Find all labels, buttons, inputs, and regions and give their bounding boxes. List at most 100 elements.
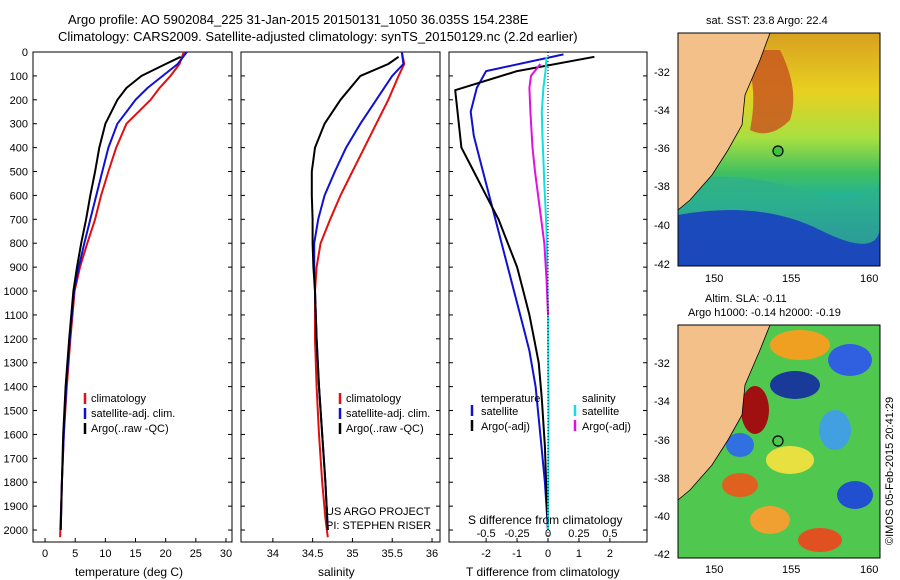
sla-xtick: 160 bbox=[860, 564, 878, 576]
depth-axis: 0 100 200 300 400 500 600 700 800 900 1000 1100 1200… bbox=[4, 47, 647, 537]
sst-map-x-ticks: 150 155 160 bbox=[705, 273, 878, 285]
x-tick-label: 35.5 bbox=[382, 548, 403, 560]
sst-ytick: -40 bbox=[654, 220, 670, 232]
depth-tick-label: 1200 bbox=[4, 334, 28, 346]
sst-ytick: -34 bbox=[654, 105, 670, 117]
sla-ytick: -40 bbox=[654, 511, 670, 523]
x-tick-label: 0 bbox=[42, 548, 48, 560]
sla-ytick: -32 bbox=[654, 358, 670, 370]
legend-label-sal-satellite: satellite bbox=[582, 406, 619, 418]
argo-float-marker bbox=[772, 435, 784, 447]
depth-tick-label: 2000 bbox=[4, 525, 28, 537]
x-tick-label-top: 0.25 bbox=[568, 528, 589, 540]
sla-ytick: -42 bbox=[654, 549, 670, 561]
sla-map bbox=[678, 325, 880, 558]
difference-legend: temperature satellite Argo(-adj) salinit… bbox=[470, 393, 631, 433]
series-line-argo-raw-qc- bbox=[310, 55, 400, 531]
x-tick-label: 20 bbox=[160, 548, 172, 560]
depth-tick-label: 0 bbox=[22, 47, 28, 59]
sst-ytick: -36 bbox=[654, 143, 670, 155]
series-line-climatology bbox=[314, 51, 406, 538]
temperature-panel-frame bbox=[32, 51, 233, 543]
sla-xtick: 150 bbox=[705, 564, 723, 576]
series-line-salinity-satellite bbox=[540, 56, 550, 531]
x-tick-label: 5 bbox=[72, 548, 78, 560]
x-tick-label: 0 bbox=[545, 548, 551, 560]
x-tick-label: -2 bbox=[481, 548, 491, 560]
difference-series bbox=[454, 53, 595, 531]
sst-xtick: 155 bbox=[782, 273, 800, 285]
legend-title-salinity: salinity bbox=[582, 393, 616, 405]
credit-stamp: ©IMOS 05-Feb-2015 20:41:29 bbox=[884, 397, 896, 545]
argo-float-marker bbox=[772, 145, 784, 157]
depth-tick-label: 1700 bbox=[4, 453, 28, 465]
x-tick-label-top: 0 bbox=[545, 528, 551, 540]
x-tick-label-top: -0.25 bbox=[505, 528, 530, 540]
depth-tick-label: 1800 bbox=[4, 477, 28, 489]
x-tick-label: 2 bbox=[607, 548, 613, 560]
temperature-legend: climatology satellite-adj. clim. Argo(..… bbox=[83, 393, 175, 435]
depth-tick-label: 1100 bbox=[4, 310, 28, 322]
x-tick-label: 34 bbox=[267, 548, 279, 560]
sst-ytick: -32 bbox=[654, 67, 670, 79]
depth-tick-label: 900 bbox=[10, 262, 28, 274]
legend-label-satellite: satellite-adj. clim. bbox=[91, 408, 175, 420]
legend-label-climatology: climatology bbox=[91, 393, 147, 405]
depth-tick-label: 300 bbox=[10, 119, 28, 131]
x-tick-label: 10 bbox=[99, 548, 111, 560]
difference-xlabel-top: S difference from climatology bbox=[468, 513, 623, 527]
legend-title-temperature: temperature bbox=[481, 393, 540, 405]
series-line-satellite-adj-clim- bbox=[59, 51, 188, 531]
temperature-series bbox=[59, 51, 188, 538]
sst-xtick: 160 bbox=[860, 273, 878, 285]
sla-ytick: -38 bbox=[654, 473, 670, 485]
sst-map-frame bbox=[677, 32, 881, 267]
series-line-temperature-satellite bbox=[469, 53, 564, 531]
depth-tick-label: 1600 bbox=[4, 429, 28, 441]
salinity-panel-frame bbox=[240, 51, 441, 543]
depth-tick-label: 600 bbox=[10, 190, 28, 202]
salinity-legend: climatology satellite-adj. clim. Argo(..… bbox=[326, 393, 431, 532]
sst-xtick: 150 bbox=[705, 273, 723, 285]
legend-label-sal-argo: Argo(-adj) bbox=[582, 421, 631, 433]
depth-tick-label: 400 bbox=[10, 143, 28, 155]
depth-tick-label: 700 bbox=[10, 214, 28, 226]
project-annotation: US ARGO PROJECT bbox=[326, 506, 431, 518]
depth-tick-label: 500 bbox=[10, 167, 28, 179]
legend-label-argo: Argo(..raw -QC) bbox=[346, 423, 424, 435]
series-line-satellite-adj-clim- bbox=[313, 51, 405, 531]
depth-tick-label: 100 bbox=[10, 71, 28, 83]
x-tick-label-top: 0.5 bbox=[602, 528, 617, 540]
title-line-2: Climatology: CARS2009. Satellite-adjuste… bbox=[58, 29, 578, 44]
depth-tick-label: 1500 bbox=[4, 406, 28, 418]
sst-map-title: sat. SST: 23.8 Argo: 22.4 bbox=[706, 15, 828, 27]
depth-tick-label: 800 bbox=[10, 238, 28, 250]
difference-xlabel: T difference from climatology bbox=[466, 565, 620, 579]
depth-tick-label: 1300 bbox=[4, 358, 28, 370]
x-tick-label-top: -0.5 bbox=[477, 528, 496, 540]
sla-map-title-1: Altim. SLA: -0.11 bbox=[705, 293, 787, 305]
x-tick-label: 1 bbox=[576, 548, 582, 560]
sla-ytick: -34 bbox=[654, 396, 670, 408]
sla-xtick: 155 bbox=[782, 564, 800, 576]
depth-tick-label: 1000 bbox=[4, 286, 28, 298]
temperature-xlabel: temperature (deg C) bbox=[75, 565, 183, 579]
sla-map-x-ticks: 150 155 160 bbox=[705, 564, 878, 576]
series-line-argo-raw-qc- bbox=[59, 55, 182, 531]
sst-ytick: -42 bbox=[654, 259, 670, 271]
legend-label-satellite: satellite-adj. clim. bbox=[346, 408, 430, 420]
salinity-xlabel: salinity bbox=[318, 565, 355, 579]
sla-map-title-2: Argo h1000: -0.14 h2000: -0.19 bbox=[688, 307, 841, 319]
salinity-series bbox=[310, 51, 406, 538]
land-area bbox=[678, 325, 770, 500]
depth-tick-label: 1900 bbox=[4, 501, 28, 513]
sla-map-y-ticks: -32 -34 -36 -38 -40 -42 bbox=[654, 358, 670, 561]
series-line-salinity-argo-adj- bbox=[528, 63, 549, 315]
x-tick-label: -1 bbox=[512, 548, 522, 560]
x-tick-label: 30 bbox=[220, 548, 232, 560]
sst-map-y-ticks: -32 -34 -36 -38 -40 -42 bbox=[654, 67, 670, 271]
land-area bbox=[678, 33, 770, 210]
series-line-temperature-argo-adj- bbox=[454, 55, 595, 531]
sst-ytick: -38 bbox=[654, 181, 670, 193]
